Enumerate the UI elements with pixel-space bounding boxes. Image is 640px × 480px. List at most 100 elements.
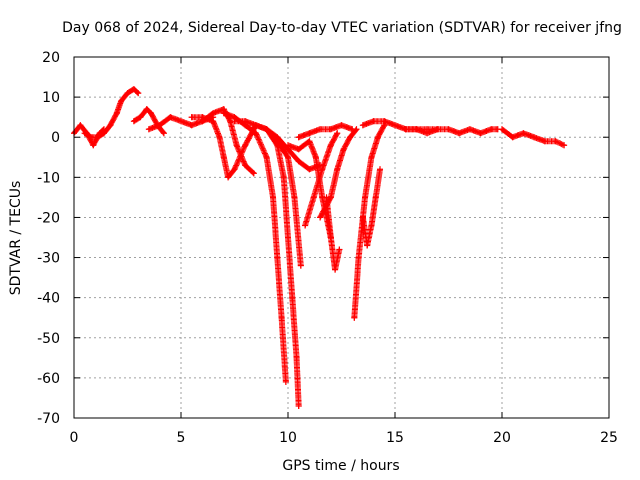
data-points <box>71 86 568 409</box>
data-point <box>293 354 300 361</box>
data-point <box>285 154 291 161</box>
data-point <box>242 142 249 149</box>
y-tick-label: 10 <box>42 90 60 106</box>
data-point <box>353 126 360 133</box>
data-point <box>231 118 238 125</box>
data-point <box>368 154 375 161</box>
data-point <box>306 166 313 173</box>
data-point <box>499 126 505 133</box>
data-point <box>340 146 347 153</box>
series-sat-o <box>323 194 343 273</box>
data-point <box>216 134 223 141</box>
data-point <box>188 114 195 121</box>
data-point <box>392 122 398 129</box>
data-point <box>145 126 152 133</box>
data-point <box>242 118 249 125</box>
data-point <box>561 142 568 149</box>
x-tick-label: 15 <box>386 430 404 446</box>
data-point <box>488 126 495 133</box>
data-point <box>434 126 441 133</box>
data-point <box>156 122 163 129</box>
data-point <box>295 134 302 141</box>
data-point <box>312 154 319 161</box>
y-tick-label: -60 <box>37 371 60 387</box>
y-axis-title: SDTVAR / TECUs <box>8 181 24 296</box>
data-point <box>334 130 341 137</box>
data-point <box>351 314 358 321</box>
y-tick-label: -30 <box>37 251 60 267</box>
data-point <box>107 122 114 129</box>
data-point <box>225 174 232 181</box>
data-point <box>278 314 285 321</box>
y-tick-label: -40 <box>37 291 60 307</box>
data-point <box>424 130 431 137</box>
data-point <box>270 194 277 201</box>
data-point <box>199 118 206 125</box>
x-tick-label: 5 <box>177 430 186 446</box>
data-point <box>263 154 270 161</box>
data-point <box>285 234 291 241</box>
series-sat-j <box>263 126 324 173</box>
data-point <box>137 114 144 121</box>
data-point <box>338 122 345 129</box>
data-point <box>233 142 240 149</box>
data-point <box>210 110 217 117</box>
data-point <box>306 138 313 145</box>
data-point <box>336 246 343 253</box>
x-tick-label: 10 <box>279 430 297 446</box>
data-point <box>359 122 366 129</box>
series-markers <box>402 126 501 137</box>
y-tick-label: -20 <box>37 210 60 226</box>
data-point <box>100 130 107 137</box>
series-sat-m <box>295 122 356 141</box>
data-point <box>332 266 339 273</box>
data-point <box>188 122 195 129</box>
series-sat-t <box>499 126 568 149</box>
data-point <box>319 166 326 173</box>
data-point <box>306 130 313 137</box>
data-point <box>94 134 101 141</box>
data-point <box>370 118 377 125</box>
data-point <box>210 118 217 125</box>
x-axis-title: GPS time / hours <box>282 458 399 474</box>
data-point <box>509 134 516 141</box>
series-sat-s <box>402 126 501 137</box>
series-sat-c <box>130 106 167 137</box>
chart-title: Day 068 of 2024, Sidereal Day-to-day VTE… <box>62 20 622 36</box>
data-point <box>368 222 375 229</box>
data-point <box>113 110 120 117</box>
x-tick-labels: 0 5 10 15 20 25 <box>70 430 618 446</box>
y-tick-label: -10 <box>37 170 60 186</box>
data-point <box>90 142 97 149</box>
data-point <box>477 130 484 137</box>
data-point <box>285 142 291 149</box>
data-point <box>445 126 452 133</box>
data-point <box>124 90 131 97</box>
data-point <box>77 122 84 129</box>
data-point <box>520 130 527 137</box>
data-point <box>130 118 137 125</box>
data-point <box>402 126 409 133</box>
data-point <box>381 118 388 125</box>
data-point <box>327 234 334 241</box>
data-point <box>531 134 538 141</box>
data-point <box>364 242 371 249</box>
data-point <box>274 134 281 141</box>
data-point <box>148 110 155 117</box>
data-point <box>231 166 238 173</box>
series-sat-q <box>359 166 384 249</box>
series-sat-f <box>199 106 257 177</box>
data-point <box>295 158 302 165</box>
data-point <box>282 378 289 385</box>
series-markers <box>81 86 142 141</box>
series-sat-p <box>351 122 388 321</box>
data-point <box>250 170 257 177</box>
y-tick-label: 0 <box>51 130 60 146</box>
data-point <box>130 86 137 93</box>
series-sat-g <box>220 110 289 385</box>
data-point <box>135 90 142 97</box>
data-point <box>323 194 330 201</box>
data-point <box>372 194 379 201</box>
data-point <box>355 254 362 261</box>
